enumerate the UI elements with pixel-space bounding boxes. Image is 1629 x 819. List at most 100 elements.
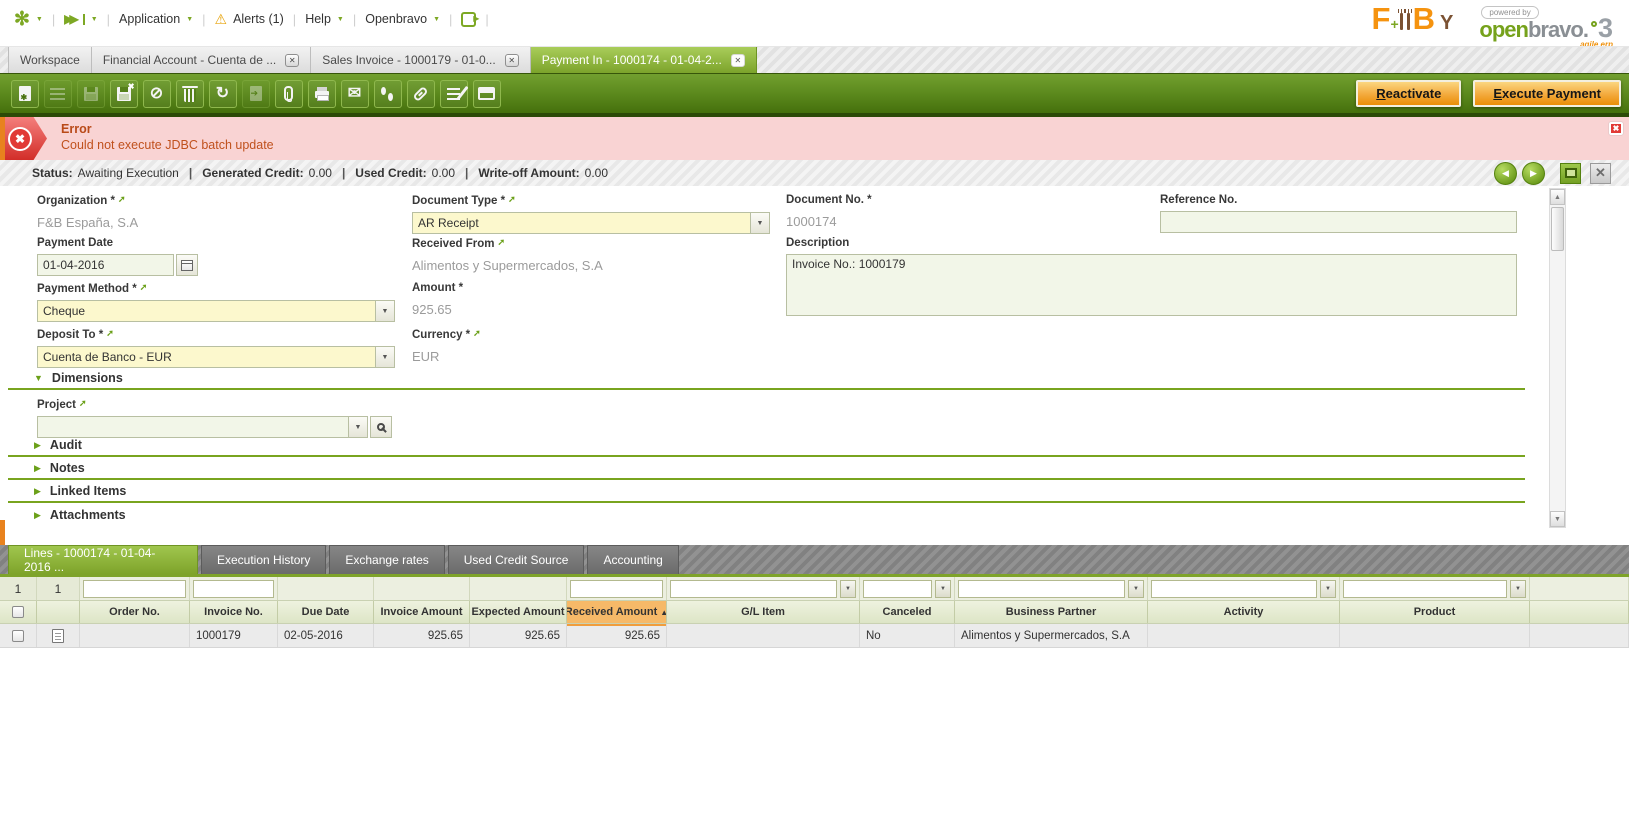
save-button[interactable] xyxy=(76,79,105,108)
close-form-button[interactable]: ✕ xyxy=(1590,162,1611,184)
tab-exchange-rates[interactable]: Exchange rates xyxy=(329,545,445,574)
user-menu[interactable]: Openbravo ▼ xyxy=(365,12,440,26)
document-type-link-icon[interactable]: ➚ xyxy=(508,194,516,204)
tab-execution-history[interactable]: Execution History xyxy=(201,545,327,574)
chevron-down-icon[interactable]: ▼ xyxy=(375,347,394,367)
header-activity[interactable]: Activity xyxy=(1148,601,1340,623)
workspace-menu[interactable]: ✻ ▼ xyxy=(14,10,43,29)
deposit-to-link-icon[interactable]: ➚ xyxy=(106,328,114,338)
filter-input-business-partner[interactable] xyxy=(958,579,1125,598)
chevron-down-icon[interactable]: ▼ xyxy=(348,417,367,437)
currency-link-icon[interactable]: ➚ xyxy=(473,328,481,338)
reference-no-input[interactable] xyxy=(1160,211,1517,233)
row-checkbox[interactable] xyxy=(12,629,24,642)
refresh-button[interactable]: ↻ xyxy=(208,79,237,108)
scroll-down-icon[interactable]: ▼ xyxy=(1550,511,1565,527)
filter-dropdown-icon[interactable]: ▼ xyxy=(1510,579,1526,598)
document-type-select[interactable]: AR Receipt ▼ xyxy=(412,212,770,234)
section-linked-items[interactable]: ▶ Linked Items xyxy=(8,481,1525,503)
header-canceled[interactable]: Canceled xyxy=(860,601,955,623)
scrollbar-thumb[interactable] xyxy=(1551,207,1564,251)
header-product[interactable]: Product xyxy=(1340,601,1530,623)
tab-payment-in[interactable]: Payment In - 1000174 - 01-04-2... ✕ xyxy=(530,47,757,73)
new-document-button[interactable] xyxy=(10,79,39,108)
undo-button[interactable]: ✖ xyxy=(109,79,138,108)
filter-input-invoice-no[interactable] xyxy=(193,579,274,598)
chevron-down-icon[interactable]: ▼ xyxy=(375,301,394,321)
payment-method-link-icon[interactable]: ➚ xyxy=(139,282,148,292)
payment-date-input[interactable] xyxy=(37,254,174,276)
error-title: Error xyxy=(61,122,92,136)
chevron-down-icon[interactable]: ▼ xyxy=(750,213,769,233)
audit-trail-button[interactable] xyxy=(373,79,402,108)
tab-accounting[interactable]: Accounting xyxy=(587,545,679,574)
filter-input-product[interactable] xyxy=(1343,579,1507,598)
tab-sales-invoice[interactable]: Sales Invoice - 1000179 - 01-0... ✕ xyxy=(311,47,531,73)
deposit-to-select[interactable]: Cuenta de Banco - EUR ▼ xyxy=(37,346,395,368)
payment-method-select[interactable]: Cheque ▼ xyxy=(37,300,395,322)
print-button[interactable] xyxy=(307,79,336,108)
maximize-button[interactable] xyxy=(1560,162,1581,184)
tab-financial-account[interactable]: Financial Account - Cuenta de ... ✕ xyxy=(91,47,312,73)
filter-dropdown-icon[interactable]: ▼ xyxy=(935,579,951,598)
logout-button[interactable] xyxy=(461,11,479,27)
email-button[interactable]: ✉ xyxy=(340,79,369,108)
calendar-button[interactable] xyxy=(176,254,198,276)
organization-link-icon[interactable]: ➚ xyxy=(117,194,126,204)
link-button[interactable] xyxy=(406,79,435,108)
header-received-amount[interactable]: Received Amount▲ xyxy=(567,601,667,623)
project-link-icon[interactable]: ➚ xyxy=(79,398,87,408)
filter-dropdown-icon[interactable]: ▼ xyxy=(1320,579,1336,598)
select-all-checkbox[interactable] xyxy=(12,606,24,618)
project-search-button[interactable] xyxy=(370,416,392,438)
section-attachments[interactable]: ▶ Attachments xyxy=(8,504,1525,526)
application-menu[interactable]: Application ▼ xyxy=(119,12,193,26)
received-from-link-icon[interactable]: ➚ xyxy=(497,237,505,247)
filter-input-activity[interactable] xyxy=(1151,579,1317,598)
filter-input-gl-item[interactable] xyxy=(670,579,837,598)
new-row-button[interactable] xyxy=(43,79,72,108)
filter-input-order-no[interactable] xyxy=(83,579,186,598)
next-record-button[interactable]: ▶ xyxy=(1522,161,1545,185)
delete-button[interactable] xyxy=(175,79,204,108)
tab-used-credit-source[interactable]: Used Credit Source xyxy=(447,545,585,574)
tab-close-icon[interactable]: ✕ xyxy=(504,53,519,67)
section-notes[interactable]: ▶ Notes xyxy=(8,458,1525,480)
tab-workspace[interactable]: Workspace xyxy=(8,47,92,73)
header-invoice-no[interactable]: Invoice No. xyxy=(190,601,278,623)
cancel-button[interactable]: ⊘ xyxy=(142,79,171,108)
filter-input-canceled[interactable] xyxy=(863,579,932,598)
filter-dropdown-icon[interactable]: ▼ xyxy=(1128,579,1144,598)
header-expected-amount[interactable]: Expected Amount xyxy=(470,601,567,623)
section-audit[interactable]: ▶ Audit xyxy=(8,435,1525,457)
help-menu[interactable]: Help ▼ xyxy=(305,12,344,26)
form-scrollbar[interactable]: ▲ ▼ xyxy=(1549,188,1566,528)
header-business-partner[interactable]: Business Partner xyxy=(955,601,1148,623)
quick-launch-menu[interactable]: ▶▶ ▼ xyxy=(64,12,97,26)
error-close-icon[interactable]: ✖ xyxy=(1609,122,1623,135)
note-document-icon[interactable] xyxy=(52,628,64,643)
previous-record-button[interactable]: ◀ xyxy=(1494,161,1517,185)
tree-view-button[interactable] xyxy=(439,79,468,108)
header-due-date[interactable]: Due Date xyxy=(278,601,374,623)
tab-close-icon[interactable]: ✕ xyxy=(730,53,745,67)
header-gl-item[interactable]: G/L Item xyxy=(667,601,860,623)
cell-activity xyxy=(1148,624,1340,647)
description-textarea[interactable]: Invoice No.: 1000179 xyxy=(786,254,1517,316)
export-button[interactable] xyxy=(241,79,270,108)
section-dimensions[interactable]: ▼ Dimensions xyxy=(8,368,1525,390)
tab-lines[interactable]: Lines - 1000174 - 01-04-2016 ... xyxy=(8,545,198,574)
header-order-no[interactable]: Order No. xyxy=(80,601,190,623)
alerts-menu[interactable]: ⚠ Alerts (1) xyxy=(215,11,284,28)
toggle-view-button[interactable] xyxy=(472,79,501,108)
scroll-up-icon[interactable]: ▲ xyxy=(1550,189,1565,205)
filter-dropdown-icon[interactable]: ▼ xyxy=(840,579,856,598)
tab-close-icon[interactable]: ✕ xyxy=(285,53,300,67)
attachment-button[interactable] xyxy=(274,79,303,108)
grid-data-row[interactable]: 1000179 02-05-2016 925.65 925.65 925.65 … xyxy=(0,624,1629,648)
filter-input-received-amount[interactable] xyxy=(570,579,663,598)
project-select[interactable]: ▼ xyxy=(37,416,368,438)
header-invoice-amount[interactable]: Invoice Amount xyxy=(374,601,470,623)
